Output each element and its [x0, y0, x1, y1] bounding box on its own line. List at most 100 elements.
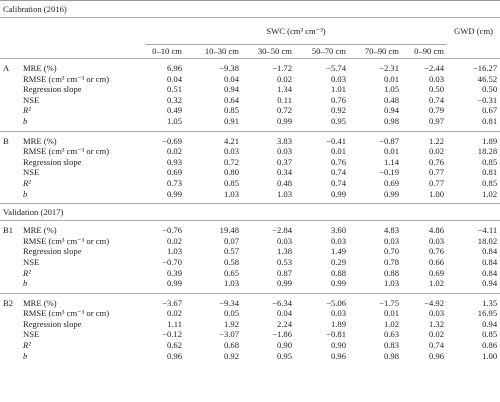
data-row: b 0.99 1.03 0.99 0.99 1.03 1.02 0.94 [0, 278, 500, 293]
empty-cell [0, 44, 145, 59]
value-cell: 0.72 [223, 156, 239, 167]
empty-cell [0, 257, 20, 268]
data-row: Regression slope 0.51 0.94 1.34 1.01 1.05 0.50… [0, 84, 500, 95]
section-title: Validation (2017) [0, 203, 500, 222]
value-cell: −0.69 [145, 130, 185, 147]
value-cell: 1.14 [383, 156, 399, 167]
depth-header: 10–30 cm [185, 44, 242, 59]
value-cell: 0.67 [482, 105, 498, 116]
empty-cell [0, 95, 20, 106]
empty-cell [0, 268, 20, 279]
value-cell: 0.01 [383, 73, 399, 84]
data-row: b 1.05 0.91 0.99 0.95 0.98 0.97 0.81 [0, 116, 500, 131]
value-cell: 0.69 [166, 167, 182, 178]
value-cell: 0.50 [428, 84, 444, 95]
data-row: B MRE (%) −0.69 4.21 3.83 −0.41 −0.87 1.22 1.89 [0, 130, 500, 147]
value-cell: 0.94 [383, 105, 399, 116]
value-cell: 1.22 [402, 130, 447, 147]
group-label: A [3, 63, 10, 73]
results-table: Calibration (2016) SWC (cm³ cm⁻³) GWD (cm)… [0, 0, 500, 361]
value-cell: 0.02 [166, 235, 182, 246]
value-cell: −3.67 [145, 292, 185, 309]
value-cell: 0.03 [428, 308, 444, 319]
value-cell: 1.01 [330, 84, 346, 95]
value-cell: 0.73 [166, 177, 182, 188]
value-cell: 0.48 [276, 177, 292, 188]
empty-cell [0, 146, 20, 157]
value-cell: 1.02 [383, 318, 399, 329]
value-cell: 0.81 [482, 167, 498, 178]
value-cell: 46.52 [477, 73, 498, 84]
value-cell: 0.02 [428, 146, 444, 157]
value-cell: 0.76 [428, 156, 444, 167]
value-cell: −1.86 [272, 329, 292, 340]
empty-cell [0, 18, 145, 45]
metric-label: NSE [23, 94, 40, 105]
value-cell: 16.95 [477, 308, 498, 319]
value-cell: −1.75 [349, 292, 402, 309]
value-cell: 0.57 [223, 246, 239, 257]
value-cell: 0.69 [428, 267, 444, 278]
value-cell: 0.03 [383, 235, 399, 246]
value-cell: 1.02 [482, 188, 498, 199]
empty-cell [0, 308, 20, 319]
value-cell: 0.87 [276, 267, 292, 278]
value-cell: 0.04 [223, 73, 239, 84]
metric-label: MRE (%) [23, 63, 57, 73]
metric-label: b [23, 188, 28, 199]
value-cell: 0.48 [383, 94, 399, 105]
value-cell: 1.49 [330, 246, 346, 257]
data-row: RMSE (cm³ cm⁻³ or cm) 0.04 0.04 0.02 0.03 0.0… [0, 74, 500, 85]
value-cell: 0.76 [330, 94, 346, 105]
value-cell: 0.99 [166, 278, 182, 289]
value-cell: 0.79 [428, 105, 444, 116]
gwd-header: GWD (cm) [454, 26, 494, 37]
depth-header: 50–70 cm [295, 44, 349, 59]
value-cell: 0.84 [482, 256, 498, 267]
value-cell: 0.70 [383, 246, 399, 257]
value-cell: −2.44 [424, 63, 444, 73]
depth-row: 0–10 cm 10–30 cm 30–50 cm 50–70 cm 70–90 cm 0… [0, 44, 500, 59]
metric-label: Regression slope [23, 84, 82, 95]
value-cell: 1.89 [447, 130, 500, 147]
empty-cell [0, 329, 20, 340]
value-cell: 3.83 [242, 130, 295, 147]
value-cell: 4.21 [185, 130, 242, 147]
value-cell: 0.88 [383, 267, 399, 278]
value-cell: 0.66 [428, 256, 444, 267]
metric-label: MRE (%) [20, 130, 145, 147]
empty-cell [0, 246, 20, 257]
group-label: B1 [3, 225, 14, 236]
value-cell: 0.64 [223, 94, 239, 105]
value-cell: 0.37 [276, 156, 292, 167]
value-cell: 0.01 [383, 308, 399, 319]
value-cell: −0.19 [379, 167, 399, 178]
value-cell: 0.50 [482, 84, 498, 95]
value-cell: 0.96 [428, 350, 444, 361]
data-row: NSE 0.32 0.64 0.11 0.76 0.48 0.74 −0.31 [0, 95, 500, 106]
value-cell: 0.03 [428, 73, 444, 84]
value-cell: 0.07 [223, 235, 239, 246]
metric-label: b [23, 350, 28, 361]
value-cell: 0.94 [482, 278, 498, 289]
value-cell: 0.29 [330, 256, 346, 267]
value-cell: 1.32 [428, 318, 444, 329]
metric-label: RMSE (cm³ cm⁻³ or cm) [23, 308, 110, 319]
swc-header: SWC (cm³ cm⁻³) [145, 17, 447, 45]
value-cell: 0.84 [482, 267, 498, 278]
value-cell: 0.51 [166, 84, 182, 95]
value-cell: 1.03 [166, 246, 182, 257]
metric-label: Regression slope [23, 156, 82, 167]
value-cell: 0.74 [330, 167, 346, 178]
metric-label: MRE (%) [20, 292, 145, 309]
data-row: NSE −0.70 0.58 0.53 0.29 0.78 0.66 0.84 [0, 257, 500, 268]
value-cell: 0.98 [383, 115, 399, 126]
empty-cell [0, 319, 20, 330]
value-cell: 6.96 [166, 63, 182, 73]
depth-header: 30–50 cm [242, 44, 295, 59]
value-cell: 0.32 [166, 94, 182, 105]
value-cell: 0.02 [428, 329, 444, 340]
value-cell: 0.01 [330, 146, 346, 157]
value-cell: 0.91 [223, 115, 239, 126]
